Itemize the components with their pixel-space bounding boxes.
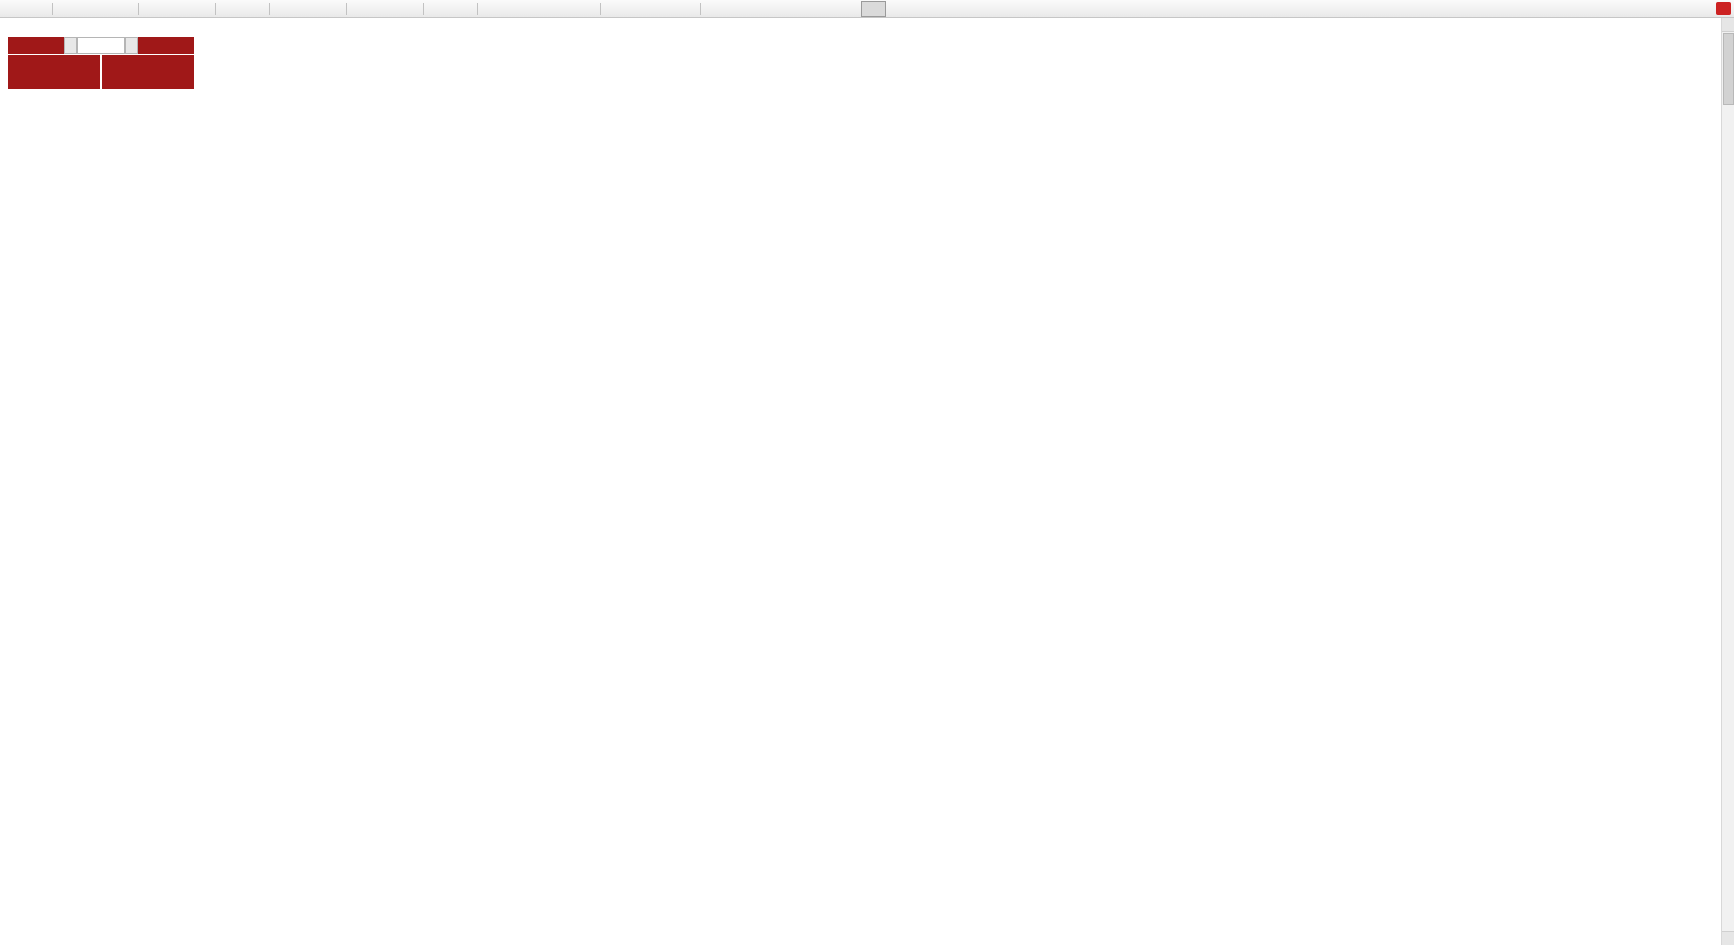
channel-icon[interactable]	[551, 0, 573, 17]
macd-indicator-label	[5, 532, 17, 543]
timeframe-m5[interactable]	[731, 1, 756, 17]
vertical-line-icon[interactable]	[482, 0, 504, 17]
timeframe-d1[interactable]	[861, 0, 886, 17]
text-label-icon[interactable]	[674, 0, 696, 17]
fibonacci-icon[interactable]	[574, 0, 596, 17]
toolbar	[0, 0, 1734, 18]
horizontal-line-icon[interactable]	[505, 0, 527, 17]
tile-windows-icon[interactable]	[274, 0, 296, 17]
toolbar-separator	[700, 2, 701, 15]
volume-input[interactable]	[77, 37, 125, 54]
line-chart-icon[interactable]	[189, 0, 211, 17]
buy-price[interactable]	[102, 55, 194, 89]
arrows-icon[interactable]	[628, 0, 650, 17]
text-icon[interactable]	[651, 0, 673, 17]
volume-decrease-button[interactable]	[64, 37, 77, 54]
toolbar-separator	[600, 2, 601, 15]
notification-badge[interactable]	[1716, 2, 1731, 15]
timeframe-m30[interactable]	[783, 1, 808, 17]
timeframe-h4[interactable]	[835, 1, 860, 17]
toolbar-separator	[477, 2, 478, 15]
timeframe-w1[interactable]	[887, 1, 912, 17]
chart-profiles-icon[interactable]	[26, 0, 48, 17]
timeframe-h1[interactable]	[809, 1, 834, 17]
rsi-indicator-label	[5, 682, 11, 693]
toolbar-separator	[52, 2, 53, 15]
toolbar-separator	[138, 2, 139, 15]
chart-shift-icon[interactable]	[320, 0, 342, 17]
zoom-out-icon[interactable]	[243, 0, 265, 17]
new-order-button[interactable]	[57, 0, 72, 17]
bar-chart-icon[interactable]	[143, 0, 165, 17]
trendline-icon[interactable]	[528, 0, 550, 17]
auto-scroll-icon[interactable]	[297, 0, 319, 17]
market-watch-icon[interactable]	[96, 0, 118, 17]
symbol-header	[6, 21, 18, 33]
templates-icon[interactable]	[397, 0, 419, 17]
sell-price[interactable]	[8, 55, 100, 89]
scroll-thumb[interactable]	[1723, 33, 1734, 105]
one-click-trading-panel	[8, 37, 194, 89]
timeframe-m15[interactable]	[757, 1, 782, 17]
toolbar-separator	[423, 2, 424, 15]
volume-increase-button[interactable]	[125, 37, 138, 54]
periods-icon[interactable]	[374, 0, 396, 17]
scroll-up-button[interactable]	[1722, 18, 1734, 32]
toolbar-separator	[215, 2, 216, 15]
toolbar-separator	[269, 2, 270, 15]
zoom-in-icon[interactable]	[220, 0, 242, 17]
candlestick-chart-icon[interactable]	[166, 0, 188, 17]
timeframe-m1[interactable]	[705, 1, 730, 17]
scroll-down-button[interactable]	[1722, 931, 1734, 945]
cursor-icon[interactable]	[428, 0, 450, 17]
timeframe-mn[interactable]	[913, 1, 938, 17]
vertical-scrollbar[interactable]	[1721, 18, 1734, 945]
shapes-icon[interactable]	[605, 0, 627, 17]
new-chart-icon[interactable]	[3, 0, 25, 17]
toolbar-separator	[346, 2, 347, 15]
metaeditor-icon[interactable]	[73, 0, 95, 17]
autotrading-button[interactable]	[119, 0, 134, 17]
indicators-icon[interactable]	[351, 0, 373, 17]
sell-button[interactable]	[8, 37, 64, 54]
buy-button[interactable]	[138, 37, 194, 54]
crosshair-icon[interactable]	[451, 0, 473, 17]
